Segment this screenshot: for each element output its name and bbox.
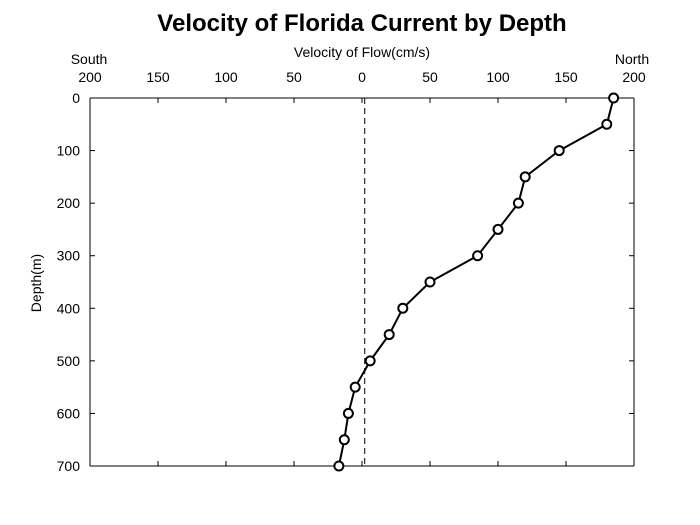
data-point <box>364 355 376 367</box>
data-point <box>342 407 354 419</box>
data-point <box>519 171 531 183</box>
data-point <box>338 434 350 446</box>
data-point <box>383 329 395 341</box>
y-tick-label: 100 <box>57 143 81 159</box>
y-tick-label: 500 <box>57 353 81 369</box>
y-tick-label: 0 <box>72 90 80 106</box>
x-axis-label: Velocity of Flow(cm/s) <box>294 44 430 60</box>
y-axis-label: Depth(m) <box>28 254 44 312</box>
north-label: North <box>615 51 649 67</box>
plot-area: 200 150 100 50 0 50 100 150 20001002003004005006… <box>57 69 646 474</box>
data-point <box>553 145 565 157</box>
y-tick-label: 200 <box>57 195 81 211</box>
data-point <box>349 381 361 393</box>
y-tick-label: 300 <box>57 248 81 264</box>
x-tick-label: 200 <box>78 69 102 85</box>
data-point <box>601 118 613 130</box>
data-point <box>424 276 436 288</box>
y-tick-label: 700 <box>57 458 81 474</box>
data-point <box>397 302 409 314</box>
y-tick-label: 400 <box>57 300 81 316</box>
x-tick-label: 150 <box>554 69 578 85</box>
data-point <box>608 92 620 104</box>
x-tick-label: 50 <box>286 69 302 85</box>
south-label: South <box>71 51 108 67</box>
x-tick-label: 150 <box>146 69 170 85</box>
chart-title: Velocity of Florida Current by Depth <box>157 10 566 37</box>
x-tick-label: 100 <box>486 69 510 85</box>
y-tick-label: 600 <box>57 405 81 421</box>
x-tick-label: 0 <box>358 69 366 85</box>
x-tick-label: 50 <box>422 69 438 85</box>
data-point <box>333 460 345 472</box>
data-point <box>512 197 524 209</box>
data-point <box>492 223 504 235</box>
x-tick-label: 100 <box>214 69 238 85</box>
data-point <box>472 250 484 262</box>
series-line <box>337 97 615 467</box>
x-tick-label: 200 <box>622 69 646 85</box>
